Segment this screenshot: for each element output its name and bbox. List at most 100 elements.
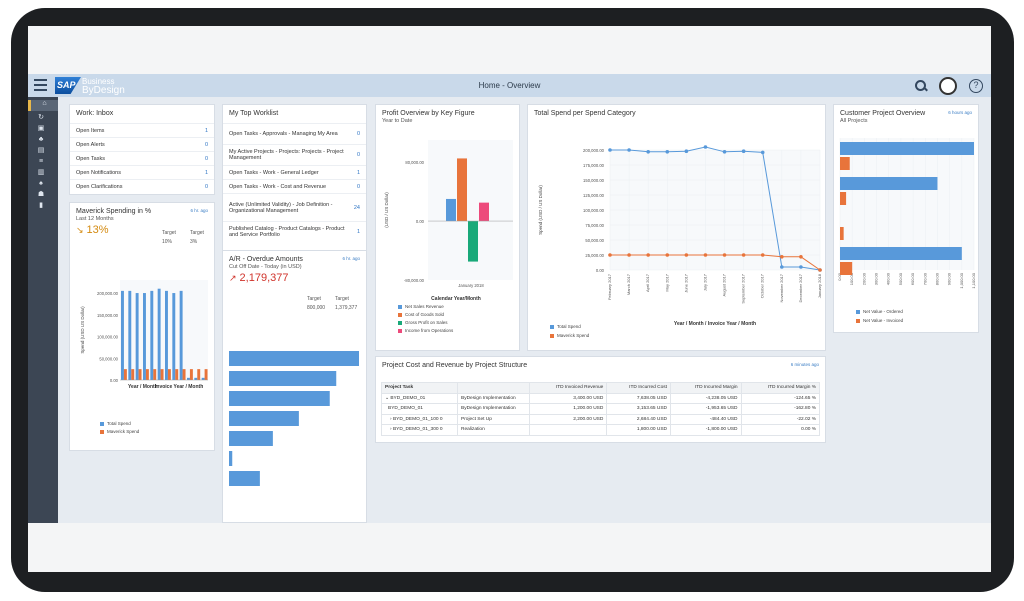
total-spend-point (722, 150, 727, 154)
row-label: Published Catalog - Product Catalogs - P… (229, 226, 345, 238)
row-value: 0 (356, 183, 360, 190)
column-header[interactable]: Project Task (381, 382, 458, 394)
overdue-bar (229, 411, 299, 426)
worklist-row[interactable]: Open Tasks - Approvals - Managing My Are… (223, 123, 366, 144)
table-row[interactable]: › BYD_DEMO_01_300 0 Realization 1,800.00 U… (381, 424, 821, 436)
tile-title: My Top Worklist (229, 110, 279, 117)
total-spend-line (610, 146, 821, 271)
y-axis-title: (USD / US Dollar) (384, 192, 389, 228)
sap-logo[interactable]: SAP Business ByDesign (55, 77, 127, 96)
column-header[interactable]: ITD Incurred Margin % (740, 382, 821, 394)
expand-icon[interactable]: › (390, 427, 393, 433)
inbox-row[interactable]: Open Tasks 0 (70, 151, 214, 165)
overdue-bar (229, 391, 330, 406)
inbox-row[interactable]: Open Clarifications 0 (70, 179, 214, 193)
row-label: Open Items (76, 127, 105, 134)
y-tick-label: 150,000.00 (97, 313, 119, 318)
maverick-spend-point (627, 253, 631, 257)
cell-revenue (528, 424, 608, 436)
worklist-tile[interactable]: My Top Worklist Open Tasks - Approvals -… (222, 104, 367, 271)
legend-item: Total Spend (100, 421, 131, 426)
legend-item: Net Sales Revenue (398, 304, 444, 309)
collapse-icon[interactable]: ⌄ (385, 395, 391, 401)
shell-bar: SAP Business ByDesign Home - Overview ? (28, 74, 991, 97)
documents-icon[interactable]: ▥ (37, 169, 45, 176)
target-value: 10% (162, 239, 173, 245)
target2-value: 1,379,377 (335, 305, 358, 311)
maverick-spend-bar (145, 369, 149, 380)
y-tick-label: 75,000.00 (585, 223, 604, 228)
maverick-spend-bar (204, 369, 208, 380)
cell-margin-pct: -124.65 % (740, 392, 821, 404)
total-spend-point (684, 149, 689, 153)
table-row[interactable]: BYD_DEMO_01 ByDesign Implementation 1,200.… (381, 403, 821, 415)
inbox-icon[interactable]: ▣ (37, 125, 45, 132)
target2-label: Target (190, 230, 204, 236)
hierarchy-icon[interactable]: ♠ (39, 180, 43, 187)
inbox-row[interactable]: Open Alerts 0 (70, 137, 214, 151)
refresh-time[interactable]: 6 hours ago (948, 110, 972, 115)
table-row[interactable]: › BYD_DEMO_01_100 0 Project Set Up 2,200.0… (381, 413, 821, 425)
logo-bydesign: ByDesign (82, 85, 125, 96)
column-header[interactable]: ITD Incurred Cost (606, 382, 672, 394)
invoiced-bar (840, 192, 847, 205)
x-tick-label: March 2017 (626, 273, 631, 295)
row-label: Open Tasks (76, 155, 105, 162)
total-spend-bar (143, 293, 146, 380)
inbox-row[interactable]: Open Notifications 1 (70, 165, 214, 179)
refresh-time[interactable]: 6 hr. ago (190, 208, 208, 213)
calendar-icon[interactable]: ▤ (37, 147, 45, 154)
legend-item: Net Value - Invoiced (856, 318, 903, 323)
legend-label: Maverick Spend (557, 333, 590, 338)
table-row[interactable]: ⌄ BYD_DEMO_01 ByDesign Implementation 3,40… (381, 392, 821, 404)
inbox-row[interactable]: Open Items 1 (70, 123, 214, 137)
worklist-row[interactable]: Published Catalog - Product Catalogs - P… (223, 221, 366, 242)
side-navigation: ⌂ ↻ ▣ ♣ ▤ ≡ ▥ ♠ ☗ ▮ (28, 97, 58, 523)
x-tick-label: 100.00 (849, 272, 854, 285)
customer-project-tile[interactable]: Customer Project Overview 6 hours ago Al… (833, 104, 979, 333)
x-axis-title: Year / Month / Invoice Year / Month (674, 321, 756, 327)
analytics-icon[interactable]: ▮ (39, 202, 43, 209)
overdue-bar (229, 351, 359, 366)
help-icon[interactable]: ? (969, 79, 983, 93)
people-icon[interactable]: ☗ (37, 191, 45, 198)
row-label: Open Tasks - Work - Cost and Revenue (229, 183, 327, 190)
worklist-row[interactable]: Open Tasks - Work - Cost and Revenue 0 (223, 179, 366, 193)
search-icon[interactable] (915, 80, 927, 92)
menu-icon[interactable] (34, 79, 47, 91)
ar-overdue-tile[interactable]: A/R - Overdue Amounts 6 hr. ago Cut Off … (222, 250, 367, 523)
row-value: 0 (356, 131, 360, 137)
spend-category-tile[interactable]: Total Spend per Spend Category 200,000.0… (527, 104, 826, 351)
cell-margin: -1,800.00 USD (670, 424, 742, 436)
x-tick-label: 1,000.00 (959, 272, 964, 288)
maverick-spend-point (608, 253, 612, 257)
column-header[interactable]: ITD Incurred Margin (670, 382, 742, 394)
worklist-row[interactable]: My Active Projects - Projects: Projects … (223, 144, 366, 165)
row-value: 24 (353, 204, 360, 211)
expand-icon[interactable]: › (390, 416, 393, 422)
list-icon[interactable]: ≡ (38, 158, 44, 165)
maverick-spend-point (665, 253, 670, 257)
refresh-time[interactable]: 6 hr. ago (342, 256, 360, 261)
maverick-spend-bar (182, 369, 186, 380)
maverick-tile[interactable]: Maverick Spending in % 6 hr. ago Last 12… (69, 202, 215, 451)
refresh-icon[interactable]: ↻ (38, 114, 44, 121)
worklist-row[interactable]: Open Tasks - Work - General Ledger 1 (223, 165, 366, 179)
refresh-time[interactable]: 6 minutes ago (790, 362, 819, 367)
project-cost-tile[interactable]: Project Cost and Revenue by Project Stru… (375, 356, 826, 443)
cell-cost: 2,684.40 USD (606, 413, 672, 425)
row-value: 1 (356, 229, 360, 235)
legend-label: Total Spend (107, 421, 131, 426)
column-header[interactable]: ITD Invoiced Revenue (528, 382, 608, 394)
avatar[interactable] (939, 77, 957, 95)
total-spend-point (741, 149, 746, 153)
project-table: Project Task ITD Invoiced Revenue ITD In… (381, 382, 821, 436)
inbox-tile[interactable]: Work: Inbox Open Items 1 Open Alerts 0 Ope… (69, 104, 215, 195)
kpi-value: 13% (86, 224, 109, 236)
logo-business: Business (82, 77, 115, 86)
profit-overview-tile[interactable]: Profit Overview by Key Figure Year to Da… (375, 104, 520, 351)
tile-title: Work: Inbox (76, 110, 114, 117)
org-icon[interactable]: ♣ (38, 136, 44, 143)
worklist-row[interactable]: Active (Unlimited Validity) - Job Defini… (223, 193, 366, 221)
home-icon[interactable]: ⌂ (28, 100, 58, 111)
